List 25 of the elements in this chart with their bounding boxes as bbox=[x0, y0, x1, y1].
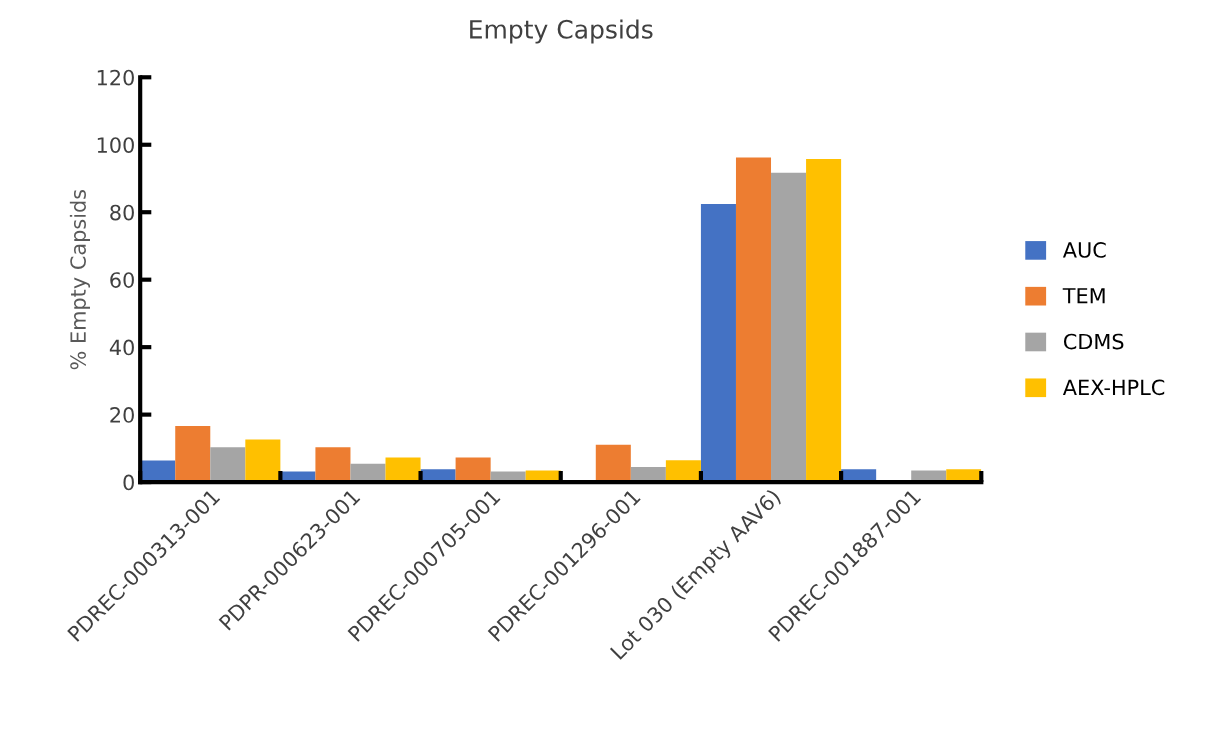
bar bbox=[735, 157, 772, 483]
y-tick-label: 40 bbox=[109, 339, 134, 356]
legend-label: AUC bbox=[1062, 242, 1106, 258]
y-tick-label: 60 bbox=[110, 272, 134, 288]
bar bbox=[455, 457, 491, 483]
bar bbox=[175, 426, 211, 483]
y-tick-label: 100 bbox=[97, 137, 134, 153]
y-tick-label: 0 bbox=[123, 474, 134, 491]
y-tick-label: 120 bbox=[97, 69, 134, 86]
legend-label: AEX-HPLC bbox=[1062, 379, 1165, 396]
bar bbox=[315, 447, 351, 483]
y-axis-title: % Empty Capsids bbox=[69, 189, 90, 370]
bar bbox=[771, 172, 807, 483]
chart-title: Empty Capsids bbox=[470, 19, 653, 44]
bar bbox=[210, 447, 246, 483]
y-tick-label: 80 bbox=[110, 204, 134, 221]
bar bbox=[595, 444, 631, 483]
legend-label: CDMS bbox=[1063, 333, 1124, 350]
bar bbox=[245, 439, 281, 483]
legend-label: TEM bbox=[1062, 288, 1105, 304]
bar bbox=[806, 158, 842, 483]
y-tick-label: 20 bbox=[110, 407, 134, 423]
bar bbox=[350, 463, 386, 483]
bar bbox=[700, 204, 736, 483]
bar bbox=[385, 457, 421, 483]
